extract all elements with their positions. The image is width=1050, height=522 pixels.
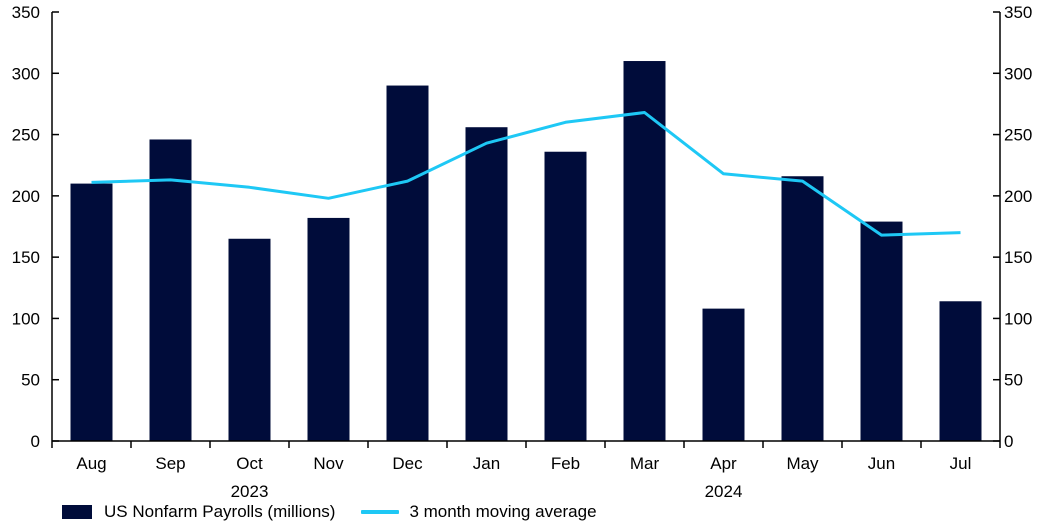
y-tick-label-right: 350 bbox=[1004, 3, 1032, 22]
bar-nov bbox=[307, 217, 350, 441]
legend-bar-swatch bbox=[62, 505, 92, 519]
bar-may bbox=[781, 176, 824, 441]
bar-mar bbox=[623, 61, 666, 442]
y-tick-label-left: 150 bbox=[12, 248, 40, 267]
x-tick-label-jan: Jan bbox=[473, 454, 500, 473]
y-tick-label-left: 100 bbox=[12, 309, 40, 328]
y-tick-label-right: 150 bbox=[1004, 248, 1032, 267]
moving-average-series bbox=[91, 111, 961, 237]
bar-jun bbox=[860, 221, 903, 441]
bar-series bbox=[70, 61, 982, 442]
x-tick-label-dec: Dec bbox=[392, 454, 423, 473]
x-tick-label-may: May bbox=[786, 454, 819, 473]
y-tick-label-left: 250 bbox=[12, 126, 40, 145]
legend-item-moving-average: 3 month moving average bbox=[361, 502, 597, 522]
x-tick-label-nov: Nov bbox=[313, 454, 344, 473]
x-tick-label-jun: Jun bbox=[868, 454, 895, 473]
x-tick-label-oct: Oct bbox=[236, 454, 263, 473]
bar-jan bbox=[465, 127, 508, 442]
x-axis: Aug Sep Oct Nov Dec Jan Feb Mar Apr May Jun Jul 2023… bbox=[51, 440, 1001, 501]
y-tick-label-right: 100 bbox=[1004, 309, 1032, 328]
x-year-label-2023: 2023 bbox=[231, 482, 269, 501]
x-year-label-2024: 2024 bbox=[705, 482, 743, 501]
bar-feb bbox=[544, 151, 587, 441]
bar-sep bbox=[149, 139, 192, 441]
y-tick-label-right: 50 bbox=[1004, 371, 1023, 390]
y-tick-label-right: 250 bbox=[1004, 126, 1032, 145]
legend-item-payrolls: US Nonfarm Payrolls (millions) bbox=[62, 502, 335, 522]
legend: US Nonfarm Payrolls (millions) 3 month m… bbox=[62, 502, 623, 522]
x-tick-label-sep: Sep bbox=[155, 454, 185, 473]
y-axis-left: 0 50 100 150 200 250 300 350 bbox=[12, 3, 59, 451]
y-tick-label-left: 350 bbox=[12, 3, 40, 22]
x-tick-label-mar: Mar bbox=[630, 454, 660, 473]
bar-apr bbox=[702, 308, 745, 441]
y-tick-label-left: 200 bbox=[12, 187, 40, 206]
y-tick-label-left: 300 bbox=[12, 64, 40, 83]
moving-average-line bbox=[91, 111, 961, 237]
x-tick-label-feb: Feb bbox=[551, 454, 580, 473]
legend-line-swatch bbox=[361, 510, 400, 514]
x-tick-label-apr: Apr bbox=[710, 454, 737, 473]
y-tick-label-left: 50 bbox=[21, 371, 40, 390]
y-tick-label-right: 300 bbox=[1004, 64, 1032, 83]
y-tick-label-right: 0 bbox=[1004, 432, 1013, 451]
legend-label-moving-average: 3 month moving average bbox=[409, 502, 597, 521]
legend-label-payrolls: US Nonfarm Payrolls (millions) bbox=[104, 502, 336, 521]
x-tick-label-jul: Jul bbox=[950, 454, 972, 473]
y-tick-label-right: 200 bbox=[1004, 187, 1032, 206]
bar-oct bbox=[228, 238, 271, 441]
x-tick-label-aug: Aug bbox=[76, 454, 106, 473]
bar-aug bbox=[70, 183, 113, 441]
bar-jul bbox=[939, 301, 982, 441]
y-tick-label-left: 0 bbox=[31, 432, 40, 451]
bar-dec bbox=[386, 85, 429, 442]
y-axis-right: 0 50 100 150 200 250 300 350 bbox=[993, 3, 1032, 451]
